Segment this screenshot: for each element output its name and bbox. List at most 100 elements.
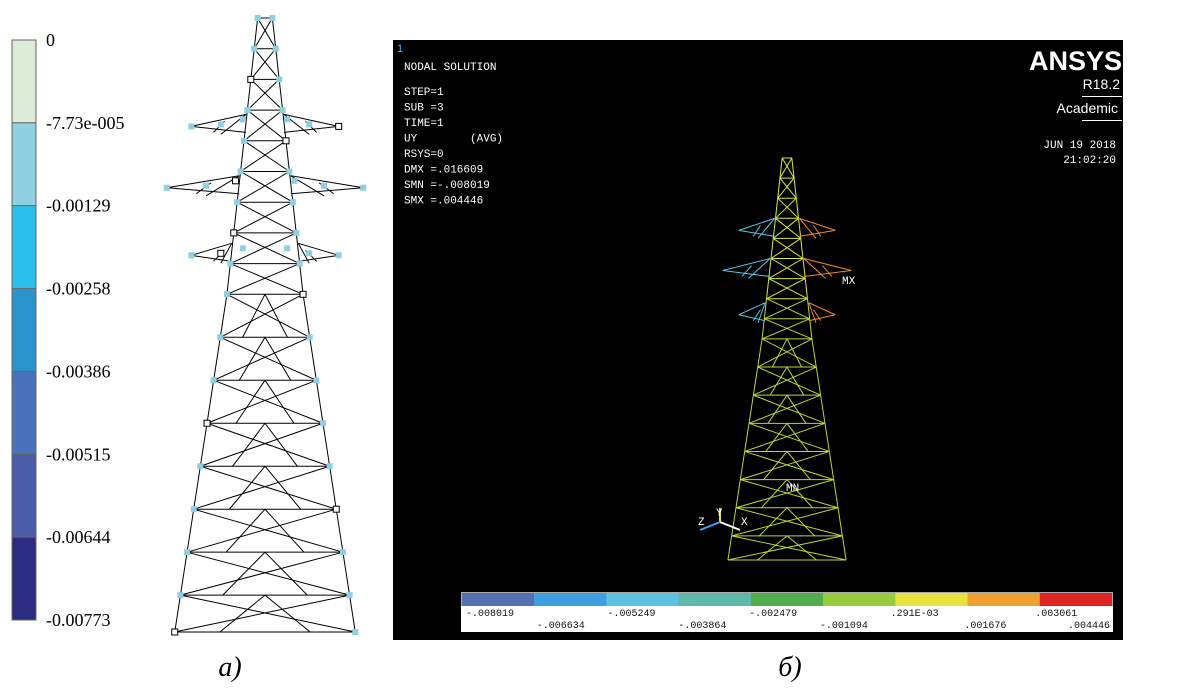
member bbox=[279, 79, 282, 110]
member bbox=[214, 337, 221, 380]
node bbox=[227, 261, 233, 267]
node bbox=[204, 420, 210, 426]
node bbox=[224, 291, 230, 297]
colorbar-label: .291E-03 bbox=[891, 609, 939, 620]
node bbox=[217, 334, 223, 340]
node bbox=[291, 178, 297, 184]
legend-label: -7.73e-005 bbox=[46, 113, 124, 133]
legend-swatch bbox=[12, 206, 36, 289]
node bbox=[352, 629, 358, 635]
colorbar-swatch bbox=[534, 593, 606, 606]
member bbox=[220, 595, 265, 632]
ansys-viewport bbox=[393, 40, 1123, 640]
member bbox=[316, 380, 323, 423]
node bbox=[248, 76, 254, 82]
colorbar-swatch bbox=[679, 593, 751, 606]
info-line: SMN =-.008019 bbox=[404, 180, 490, 192]
node bbox=[290, 199, 296, 205]
node bbox=[284, 116, 290, 122]
info-line: DMX =.016609 bbox=[404, 165, 483, 177]
node bbox=[284, 245, 290, 251]
member bbox=[200, 423, 207, 466]
node bbox=[188, 252, 194, 258]
node bbox=[306, 250, 312, 256]
colorbar-label: -.002479 bbox=[749, 609, 797, 620]
member bbox=[336, 509, 343, 552]
member bbox=[265, 466, 301, 509]
node bbox=[240, 116, 246, 122]
colorbar-label: -.006634 bbox=[537, 621, 585, 632]
member bbox=[330, 466, 337, 509]
member bbox=[298, 255, 338, 261]
member bbox=[241, 141, 244, 172]
node bbox=[336, 123, 342, 129]
colorbar-label: -.003864 bbox=[678, 621, 726, 632]
info-line: TIME=1 bbox=[404, 118, 444, 130]
member bbox=[233, 423, 265, 466]
member bbox=[187, 552, 349, 595]
member bbox=[251, 79, 283, 110]
member bbox=[230, 264, 303, 295]
min-label: MN bbox=[786, 483, 799, 495]
legend-label: -0.00773 bbox=[46, 610, 111, 630]
node bbox=[251, 46, 257, 52]
node bbox=[172, 629, 178, 635]
node bbox=[297, 261, 303, 267]
member bbox=[244, 110, 283, 141]
member bbox=[180, 552, 187, 595]
member bbox=[237, 202, 296, 233]
node bbox=[280, 107, 286, 113]
member bbox=[230, 233, 233, 264]
colorbar-label: .004446 bbox=[1068, 621, 1110, 632]
member bbox=[191, 255, 231, 261]
node bbox=[333, 506, 339, 512]
node bbox=[177, 592, 183, 598]
member bbox=[200, 423, 323, 466]
member bbox=[229, 466, 265, 509]
node bbox=[306, 121, 312, 127]
member bbox=[237, 172, 289, 203]
member bbox=[207, 380, 214, 423]
divider bbox=[1082, 120, 1122, 121]
node bbox=[321, 183, 327, 189]
axis-label: Y bbox=[716, 508, 723, 520]
member bbox=[220, 294, 227, 337]
time: 21:02:20 bbox=[1063, 155, 1116, 167]
member bbox=[214, 380, 323, 423]
node bbox=[283, 138, 289, 144]
info-line: SMX =.004446 bbox=[404, 196, 483, 208]
member bbox=[244, 141, 289, 172]
member bbox=[187, 509, 336, 552]
node bbox=[164, 185, 170, 191]
node bbox=[244, 107, 250, 113]
member bbox=[207, 380, 316, 423]
member bbox=[194, 466, 330, 509]
legend-label: -0.00129 bbox=[46, 196, 111, 216]
colorbar-label: .003061 bbox=[1035, 609, 1077, 620]
plot-title: NODAL SOLUTION bbox=[404, 62, 496, 74]
colorbar-swatch bbox=[751, 593, 823, 606]
node bbox=[360, 185, 366, 191]
node bbox=[276, 76, 282, 82]
legend-swatch bbox=[12, 123, 36, 206]
member bbox=[247, 110, 286, 141]
member bbox=[227, 264, 230, 295]
member bbox=[303, 294, 310, 337]
colorbar-label: -.008019 bbox=[466, 609, 514, 620]
info-line: UY (AVG) bbox=[404, 134, 503, 146]
member bbox=[175, 595, 350, 632]
node bbox=[255, 15, 261, 21]
version: R18.2 bbox=[1083, 76, 1121, 92]
legend-swatch bbox=[12, 40, 36, 123]
node bbox=[273, 46, 279, 52]
colorbar-label: -.001094 bbox=[820, 621, 868, 632]
member bbox=[251, 49, 254, 80]
member bbox=[350, 595, 356, 632]
member bbox=[207, 423, 330, 466]
member bbox=[200, 466, 336, 509]
member bbox=[276, 49, 279, 80]
member bbox=[300, 264, 303, 295]
info-line: STEP=1 bbox=[404, 87, 444, 99]
axis-label: X bbox=[741, 517, 748, 529]
colorbar-swatch bbox=[606, 593, 678, 606]
